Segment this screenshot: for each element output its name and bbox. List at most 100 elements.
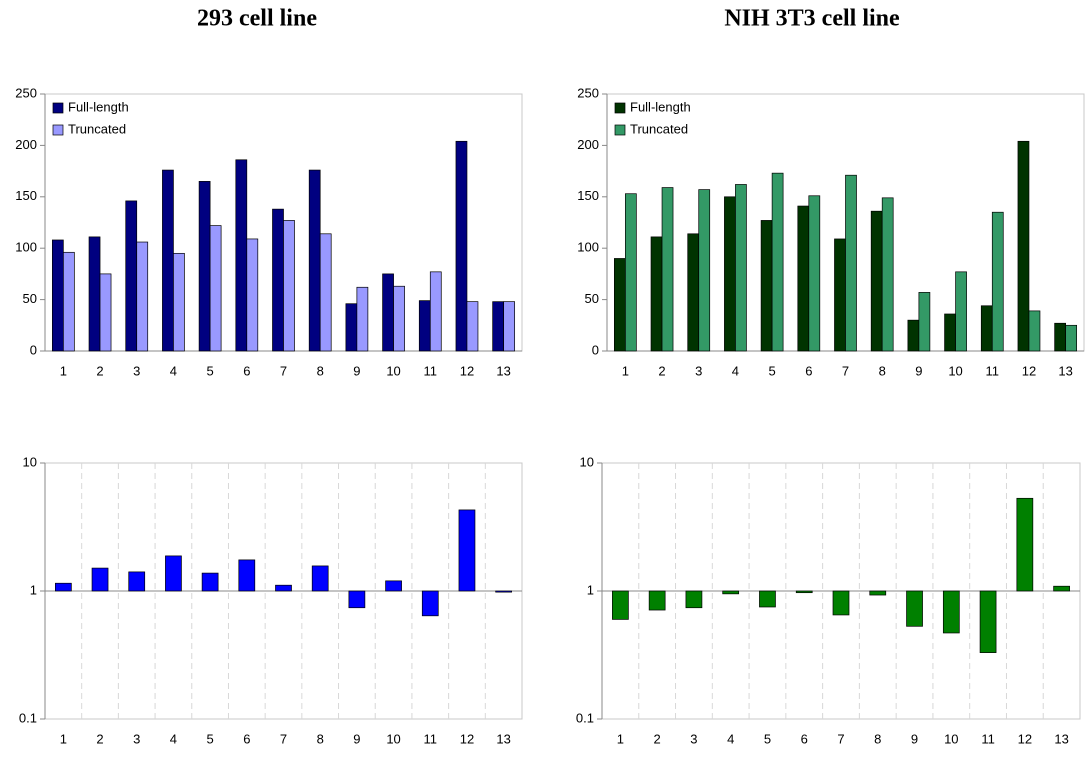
- bar: [429, 271, 442, 352]
- x-tick-label: 11: [981, 731, 995, 746]
- y-tick-label: 1: [587, 582, 594, 597]
- chart-title: NIH 3T3 cell line: [724, 6, 900, 32]
- bar: [51, 239, 64, 352]
- bar: [613, 258, 626, 352]
- legend-label: Full-length: [68, 99, 129, 114]
- x-tick-label: 5: [768, 363, 775, 378]
- x-tick-label: 5: [206, 731, 213, 746]
- bar: [1065, 324, 1078, 352]
- y-tick-label: 50: [23, 291, 37, 306]
- bar: [209, 225, 222, 352]
- x-tick-label: 3: [133, 731, 140, 746]
- legend-swatch: [614, 124, 626, 136]
- bar: [345, 303, 358, 352]
- bar: [165, 555, 182, 592]
- x-tick-label: 11: [986, 363, 1000, 378]
- x-tick-label: 9: [353, 731, 360, 746]
- bar: [235, 159, 248, 352]
- y-tick-label: 200: [577, 137, 599, 152]
- bar: [382, 273, 394, 352]
- bar: [495, 590, 513, 593]
- bar: [272, 208, 284, 352]
- x-tick-label: 4: [170, 731, 177, 746]
- x-tick-label: 12: [460, 363, 474, 378]
- bar: [458, 509, 476, 592]
- bar: [1053, 585, 1070, 592]
- bar: [311, 565, 329, 592]
- bar: [356, 286, 369, 352]
- bar: [648, 590, 666, 611]
- bar: [944, 313, 956, 352]
- x-tick-label: 11: [424, 731, 438, 746]
- bar: [907, 319, 920, 352]
- chart-title: 293 cell line: [197, 6, 317, 32]
- x-tick-label: 10: [944, 731, 958, 746]
- bar: [418, 300, 431, 352]
- x-tick-label: 6: [243, 731, 250, 746]
- legend-label: Full-length: [630, 99, 691, 114]
- x-tick-label: 4: [727, 731, 734, 746]
- bar: [661, 187, 674, 352]
- y-tick-label: 0: [592, 342, 599, 357]
- x-tick-label: 2: [654, 731, 661, 746]
- x-tick-label: 3: [133, 363, 140, 378]
- x-tick-label: 2: [96, 731, 103, 746]
- bar: [136, 241, 149, 352]
- x-tick-label: 1: [617, 731, 624, 746]
- x-tick-label: 11: [424, 363, 438, 378]
- bar: [238, 559, 256, 592]
- y-tick-label: 250: [577, 85, 599, 100]
- x-tick-label: 4: [170, 363, 177, 378]
- bar: [771, 172, 784, 352]
- y-tick-label: 250: [15, 85, 37, 100]
- bar: [62, 251, 75, 352]
- bar: [918, 292, 931, 352]
- bar: [421, 590, 439, 617]
- y-tick-label: 100: [577, 240, 599, 255]
- x-tick-label: 3: [695, 363, 702, 378]
- bar: [308, 169, 321, 352]
- y-tick-label: 0.1: [576, 710, 594, 725]
- x-tick-label: 2: [96, 363, 103, 378]
- bar: [1054, 322, 1067, 352]
- bar: [393, 285, 405, 352]
- x-tick-label: 8: [879, 363, 886, 378]
- x-tick-label: 13: [1058, 363, 1072, 378]
- bar: [385, 580, 402, 592]
- bar: [797, 205, 810, 352]
- bar: [275, 584, 292, 592]
- bar: [128, 571, 146, 592]
- legend-swatch: [52, 124, 64, 136]
- legend-label: Truncated: [68, 121, 126, 136]
- bar: [724, 196, 736, 352]
- bar: [942, 590, 960, 634]
- y-tick-label: 0.1: [19, 710, 37, 725]
- bar: [173, 252, 185, 352]
- legend-label: Truncated: [630, 121, 688, 136]
- x-tick-label: 10: [386, 363, 400, 378]
- bar: [980, 305, 993, 352]
- bar: [612, 590, 629, 620]
- bar: [735, 184, 747, 352]
- bar: [99, 273, 112, 352]
- bar: [834, 238, 846, 352]
- bar: [455, 140, 468, 352]
- x-tick-label: 7: [280, 731, 287, 746]
- x-tick-label: 8: [874, 731, 881, 746]
- bar: [698, 189, 711, 352]
- bar: [1016, 497, 1034, 592]
- bar: [687, 233, 700, 352]
- bar: [319, 233, 332, 352]
- y-tick-label: 200: [15, 137, 37, 152]
- bar: [624, 193, 637, 352]
- x-tick-label: 6: [805, 363, 812, 378]
- x-tick-label: 12: [1018, 731, 1032, 746]
- x-tick-label: 8: [317, 731, 324, 746]
- y-tick-label: 10: [580, 454, 594, 469]
- y-tick-label: 1: [30, 582, 37, 597]
- bar: [881, 197, 894, 352]
- x-tick-label: 5: [764, 731, 771, 746]
- x-tick-label: 1: [60, 731, 67, 746]
- bar: [348, 590, 366, 609]
